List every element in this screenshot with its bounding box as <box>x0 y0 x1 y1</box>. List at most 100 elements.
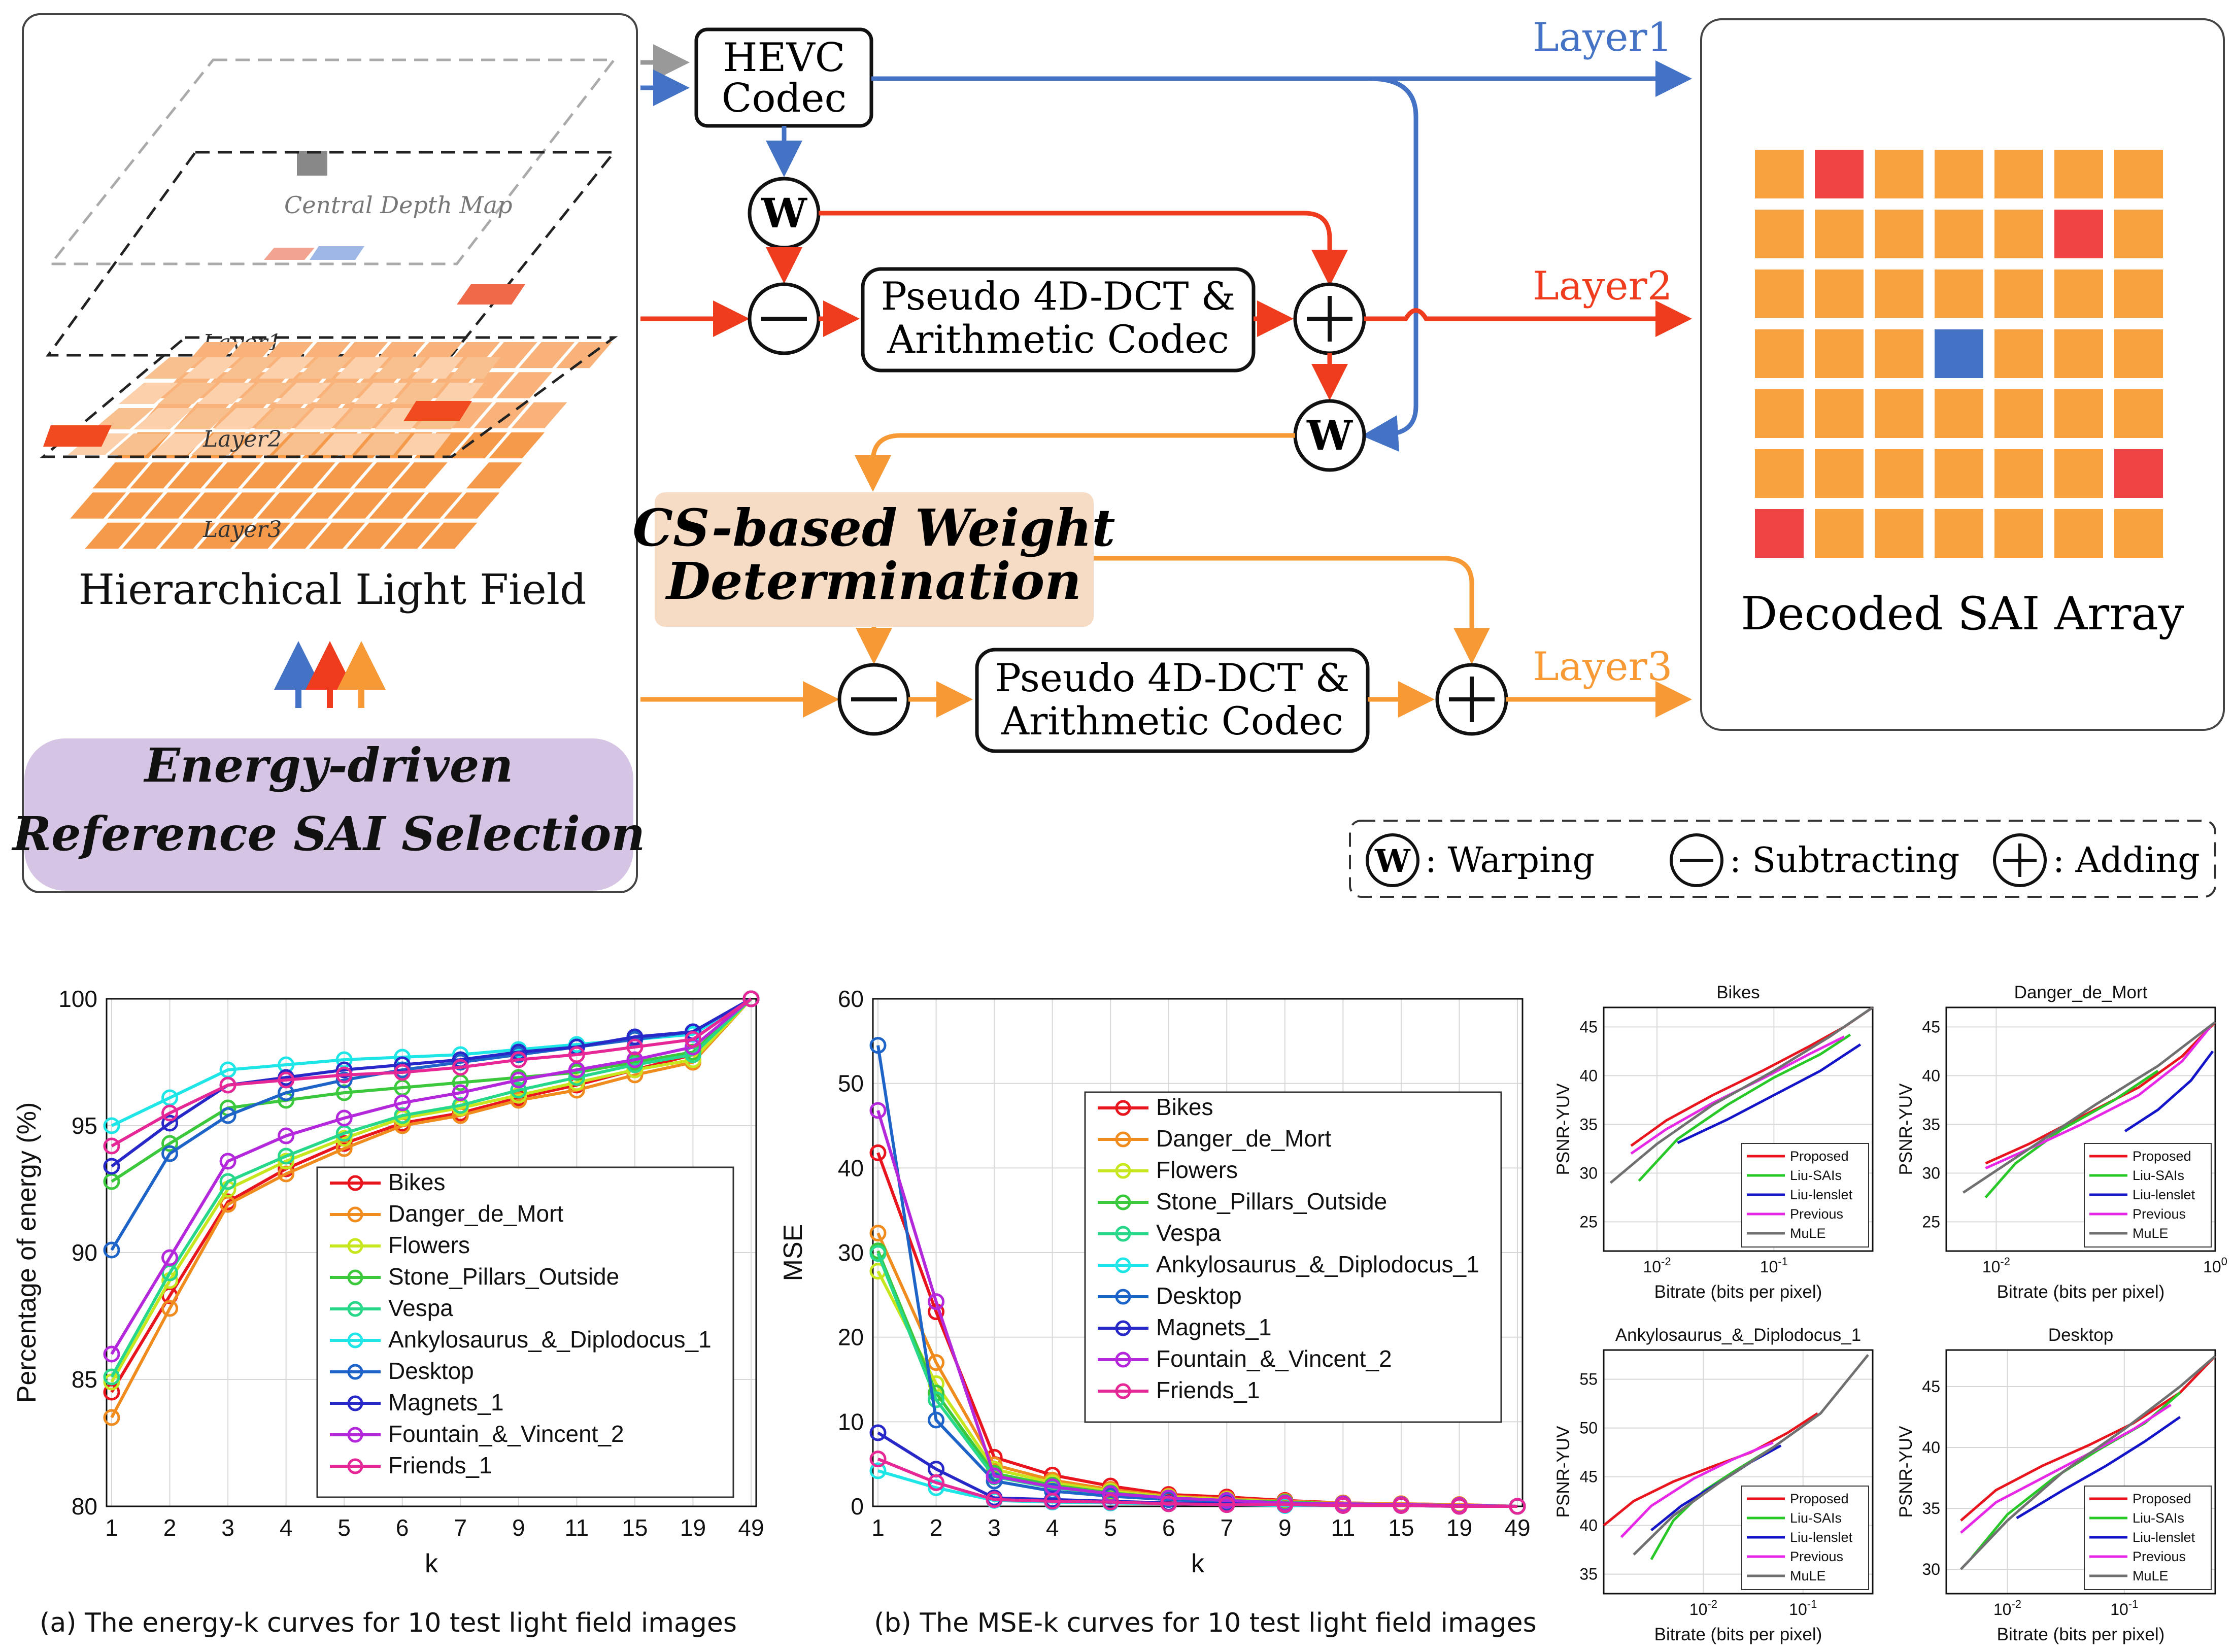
data-point <box>161 1300 179 1317</box>
sai-cell <box>1935 150 1983 198</box>
codec-bottom-line1: Pseudo 4D-DCT & <box>995 655 1350 700</box>
legend-label: Liu-SAIs <box>2133 1168 2184 1183</box>
x-tick-label: 11 <box>564 1514 589 1541</box>
layer3-cell <box>369 492 425 519</box>
x-tick-label: 5 <box>337 1514 351 1541</box>
data-point <box>684 1031 701 1048</box>
energy-box-line2: Reference SAI Selection <box>11 806 646 861</box>
layer3-cell <box>219 492 276 519</box>
legend-label: Magnets_1 <box>1156 1314 1272 1340</box>
chart-title: Bikes <box>1716 983 1760 1002</box>
series-line <box>1620 1441 1774 1538</box>
series-line <box>1638 1033 1851 1182</box>
layer2-cell <box>335 357 389 379</box>
legend-label: Desktop <box>388 1358 474 1384</box>
series-line <box>111 997 753 1183</box>
legend-label: Proposed <box>2133 1149 2191 1164</box>
sai-cell <box>1815 509 1864 558</box>
y-tick-label: 45 <box>1922 1377 1940 1396</box>
layer3-cell <box>354 462 410 489</box>
x-axis-label: Bitrate (bits per pixel) <box>1654 1282 1822 1302</box>
data-point <box>335 1135 353 1152</box>
layer3-cell <box>122 522 179 549</box>
layer2-cell <box>119 383 179 404</box>
y-tick-label: 40 <box>838 1155 864 1181</box>
x-tick-label: 7 <box>1220 1514 1233 1541</box>
data-point <box>452 1059 469 1076</box>
layer2-cell <box>158 383 217 404</box>
coding-flow: HEVC Codec Layer1 W Pseudo 4D-DCT & Arit… <box>633 15 1692 753</box>
layer2-output-label: Layer2 <box>1533 263 1672 309</box>
x-tick-label: 3 <box>988 1514 1001 1541</box>
series-line <box>111 997 752 1168</box>
legend-marker <box>347 1206 363 1223</box>
data-point <box>626 1051 644 1068</box>
data-point <box>869 1451 887 1468</box>
chart-mse: 0 10 20 30 40 50 60 1 2 3 4 5 6 7 9 11 15 19 49 k MSE Bikes Da… <box>779 986 1531 1578</box>
layer3-cell <box>234 522 291 549</box>
cs-box-line2: Determination <box>665 551 1081 611</box>
layer1-cell-c <box>457 284 525 305</box>
layer2-cell <box>232 433 290 455</box>
series-line <box>110 997 752 1355</box>
y-tick-label: 35 <box>1922 1499 1940 1518</box>
chart-title: Ankylosaurus_&_Diplodocus_1 <box>1615 1325 1861 1345</box>
y-tick-label: 25 <box>1579 1212 1598 1231</box>
layer3-cell <box>444 492 500 519</box>
data-point <box>278 1153 295 1170</box>
data-point <box>869 1225 887 1242</box>
data-point <box>219 1107 236 1124</box>
hierarchy-title: Hierarchical Light Field <box>79 566 587 614</box>
legend-warp-icon <box>1366 833 1419 887</box>
sai-cell <box>1994 509 2043 558</box>
legend-marker <box>1115 1100 1131 1116</box>
layer3-cell <box>384 522 440 549</box>
x-tick-label: 19 <box>680 1514 706 1541</box>
data-point <box>626 1056 644 1073</box>
y-axis-label: PSNR-YUV <box>1896 1083 1916 1175</box>
legend-label: Danger_de_Mort <box>388 1200 563 1227</box>
plot-frame <box>1603 1006 1874 1252</box>
layer2-cell <box>236 383 293 404</box>
legend-label: Friends_1 <box>388 1452 492 1478</box>
sai-cell <box>1994 269 2043 318</box>
sai-cell <box>1994 150 2043 198</box>
x-tick-label: 2 <box>163 1514 177 1541</box>
y-axis-label: PSNR-YUV <box>1896 1426 1916 1518</box>
data-point <box>626 1028 644 1046</box>
y-tick-label: 30 <box>1579 1164 1598 1182</box>
layer3-cell <box>130 462 186 489</box>
sai-cell <box>2114 509 2163 558</box>
decoded-sai-panel: Decoded SAI Array <box>1700 18 2225 731</box>
layer2-outline <box>40 336 618 458</box>
layer3-cell <box>511 402 567 428</box>
y-axis-label: PSNR-YUV <box>1553 1083 1573 1175</box>
x-tick-label: 4 <box>280 1514 293 1541</box>
x-tick-label: 10-2 <box>1982 1255 2010 1276</box>
legend-marker <box>1115 1352 1131 1368</box>
caption-a: (a) The energy-k curves for 10 test ligh… <box>40 1608 737 1638</box>
y-tick-label: 50 <box>1579 1419 1598 1437</box>
data-point <box>452 1097 469 1114</box>
legend-marker <box>347 1364 363 1380</box>
series-line <box>1984 1069 2159 1199</box>
data-point <box>103 1117 120 1134</box>
sai-cell <box>1935 509 1983 558</box>
sai-cell <box>1815 150 1864 198</box>
warp-to-adder-arrow <box>819 211 1348 286</box>
y-tick-label: 30 <box>838 1239 864 1266</box>
chart-legend: Bikes Danger_de_Mort Flowers Stone_Pillars_… <box>316 1166 734 1498</box>
sai-cell <box>1755 210 1804 258</box>
data-point <box>568 1074 585 1091</box>
x-tick-label: 4 <box>1046 1514 1059 1541</box>
legend-marker <box>1115 1131 1131 1148</box>
legend-label: Previous <box>2133 1206 2186 1222</box>
x-tick-label: 1 <box>871 1514 885 1541</box>
y-tick-label: 45 <box>1579 1468 1598 1486</box>
layer2-cell <box>397 433 451 455</box>
layer3-cell <box>391 462 448 489</box>
layer2-cell <box>174 408 232 429</box>
decoded-title: Decoded SAI Array <box>1741 587 2184 640</box>
depth-map-marker <box>297 151 327 176</box>
